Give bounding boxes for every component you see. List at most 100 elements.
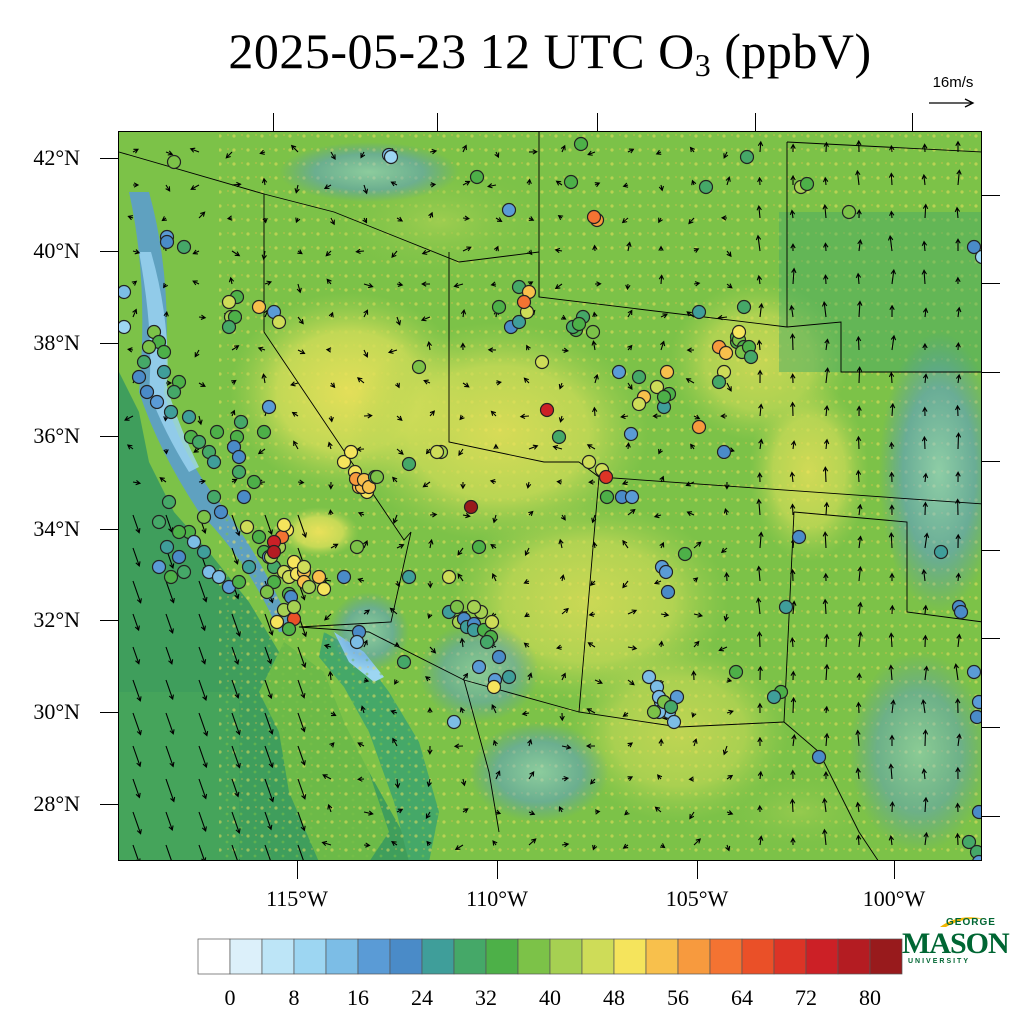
wind-arrow-icon — [725, 844, 731, 852]
station-marker — [534, 354, 550, 370]
wind-arrow-icon — [132, 514, 141, 534]
wind-arrow-icon — [660, 340, 666, 351]
colorbar-label: 16 — [347, 985, 369, 1010]
wind-arrow-icon — [395, 316, 402, 326]
station-marker — [663, 699, 679, 715]
station-marker — [171, 549, 187, 565]
wind-arrow-icon — [756, 204, 762, 219]
wind-arrow-icon — [295, 217, 301, 224]
wind-arrow-icon — [165, 150, 174, 156]
wind-arrow-icon — [585, 743, 596, 749]
wind-arrow-icon — [231, 745, 241, 769]
wind-arrow-icon — [524, 612, 530, 618]
wind-arrow-icon — [586, 708, 596, 714]
wind-arrow-icon — [955, 766, 961, 780]
wind-arrow-icon — [190, 184, 200, 190]
wind-arrow-icon — [956, 633, 962, 648]
wind-arrow-icon — [790, 568, 796, 582]
station-marker — [691, 419, 707, 435]
wind-arrow-icon — [890, 268, 897, 285]
wind-arrow-icon — [955, 471, 961, 483]
wind-arrow-icon — [459, 706, 465, 714]
wind-arrow-icon — [523, 377, 530, 384]
station-marker — [736, 299, 752, 315]
wind-arrow-icon — [163, 282, 168, 289]
wind-arrow-icon — [392, 514, 398, 524]
wind-arrow-icon — [527, 281, 534, 287]
station-marker — [181, 409, 197, 425]
wind-arrow-icon — [758, 531, 764, 549]
wind-arrow-icon — [428, 538, 434, 549]
wind-arrow-icon — [654, 806, 662, 813]
wind-arrow-icon — [790, 440, 797, 450]
station-marker — [231, 449, 247, 465]
wind-arrow-icon — [427, 580, 433, 589]
colorbar-swatch — [773, 938, 807, 975]
wind-arrow-icon — [296, 283, 302, 294]
station-marker — [624, 489, 640, 505]
station-marker — [336, 454, 352, 470]
wind-arrow-icon — [823, 501, 830, 516]
wind-arrow-icon — [591, 514, 597, 524]
station-marker — [611, 364, 627, 380]
wind-arrow-icon — [889, 471, 895, 483]
wind-arrow-icon — [720, 215, 728, 221]
wind-arrow-icon — [462, 382, 470, 388]
station-marker — [631, 396, 647, 412]
station-marker — [766, 689, 782, 705]
station-marker — [369, 469, 385, 485]
wind-arrow-icon — [392, 476, 398, 483]
wind-arrow-icon — [855, 729, 861, 747]
wind-arrow-icon — [297, 514, 307, 538]
wind-arrow-icon — [659, 843, 666, 849]
tick-mark — [982, 727, 1000, 728]
wind-arrow-icon — [325, 347, 332, 353]
wind-arrow-icon — [658, 274, 665, 285]
wind-arrow-icon — [757, 369, 763, 384]
wind-arrow-icon — [492, 739, 498, 747]
wind-arrow-icon — [625, 283, 631, 291]
map-title: 2025-05-23 12 UTC O3 (ppbV) — [228, 23, 872, 83]
station-marker — [698, 179, 714, 195]
wind-arrow-icon — [693, 612, 704, 618]
station-marker — [176, 564, 192, 580]
wind-arrow-icon — [198, 646, 207, 665]
station-marker — [799, 176, 815, 192]
wind-arrow-icon — [560, 144, 566, 153]
wind-arrow-icon — [193, 447, 200, 453]
station-marker — [301, 579, 317, 595]
wind-arrow-icon — [621, 480, 629, 486]
station-marker — [449, 599, 465, 615]
station-marker — [623, 426, 639, 442]
wind-arrow-icon — [291, 411, 299, 417]
wind-arrow-icon — [627, 309, 633, 318]
wind-arrow-icon — [559, 574, 566, 582]
wind-arrow-icon — [592, 244, 598, 252]
wind-arrow-icon — [756, 274, 763, 285]
wind-arrow-icon — [888, 632, 895, 648]
wind-arrow-icon — [653, 513, 662, 519]
wind-arrow-icon — [492, 840, 498, 846]
station-marker — [961, 834, 977, 850]
ozone-colorbar — [197, 938, 903, 975]
wind-arrow-icon — [161, 216, 167, 222]
station-marker — [446, 714, 462, 730]
wind-arrow-icon — [856, 672, 862, 681]
station-marker — [463, 499, 479, 515]
wind-arrow-icon — [723, 613, 729, 622]
station-marker — [221, 319, 237, 335]
wind-arrow-icon — [159, 477, 167, 483]
wind-arrow-icon — [198, 382, 206, 387]
wind-arrow-icon — [922, 373, 929, 384]
lat-label-42n: 42°N — [33, 145, 80, 170]
wind-arrow-icon — [855, 169, 861, 186]
wind-arrow-icon — [857, 300, 863, 318]
station-marker — [563, 174, 579, 190]
station-marker — [501, 669, 517, 685]
logo-bottom-text: UNIVERSITY — [908, 958, 971, 965]
wind-arrow-icon — [625, 442, 631, 450]
wind-arrow-icon — [560, 514, 566, 521]
wind-arrow-icon — [789, 209, 796, 219]
wind-arrow-icon — [124, 415, 134, 421]
map-panel[interactable] — [118, 131, 982, 861]
